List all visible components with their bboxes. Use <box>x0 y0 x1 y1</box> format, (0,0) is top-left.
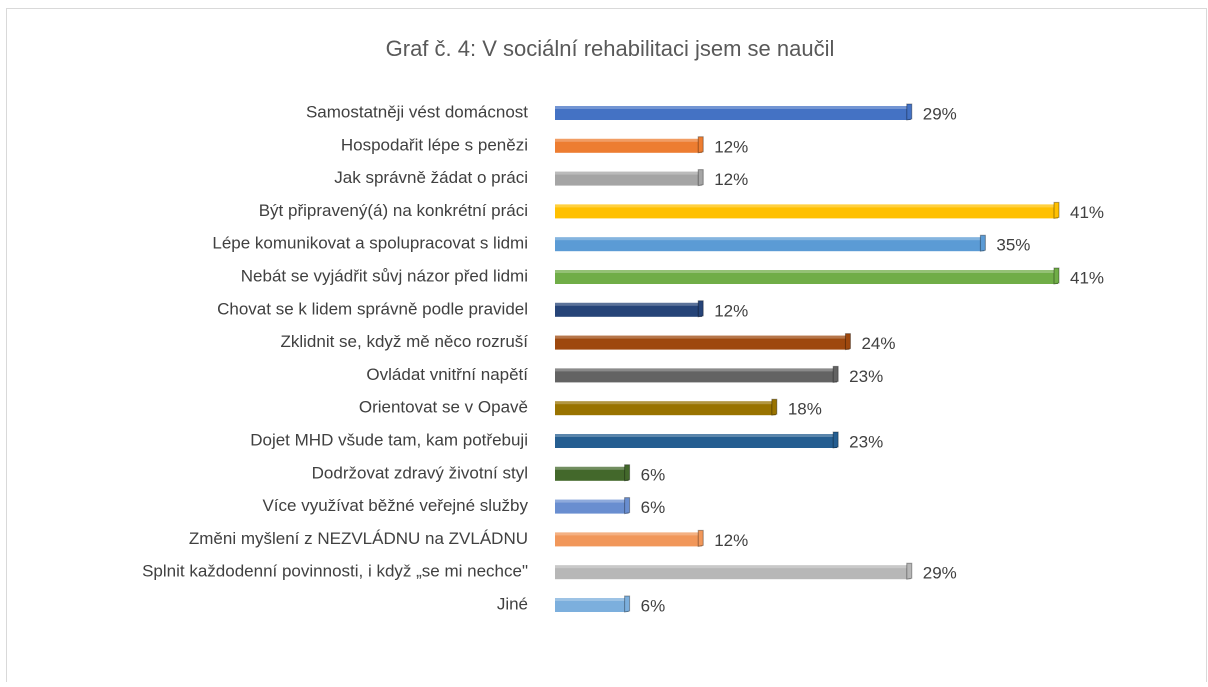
bar-highlight <box>555 401 776 405</box>
data-label: 12% <box>714 531 748 550</box>
bar-highlight <box>555 237 985 241</box>
bar-highlight <box>555 171 703 175</box>
bar <box>555 368 838 383</box>
bar-highlight <box>555 368 838 372</box>
bar-highlight <box>555 466 629 470</box>
bar <box>555 335 850 350</box>
category-label: Orientovat se v Opavě <box>359 398 528 417</box>
bar-highlight <box>555 270 1058 273</box>
category-label: Dojet MHD všude tam, kam potřebuji <box>250 430 528 449</box>
data-label: 41% <box>1070 268 1104 287</box>
bar <box>555 565 911 580</box>
bar-end-cap <box>697 169 704 187</box>
bar <box>555 499 629 514</box>
bar-end-cap <box>697 136 704 154</box>
bar-highlight <box>555 138 703 142</box>
data-label: 6% <box>641 498 666 517</box>
bar-highlight <box>555 204 1058 208</box>
bar-end-cap <box>697 300 704 318</box>
category-label: Ovládat vnitřní napětí <box>366 365 528 384</box>
category-label: Dodržovat zdravý životní styl <box>312 463 528 482</box>
bar <box>555 138 703 153</box>
data-label: 41% <box>1070 203 1104 222</box>
bar <box>555 106 911 120</box>
bar-highlight <box>555 598 629 601</box>
chart-title: Graf č. 4: V sociální rehabilitaci jsem … <box>386 36 835 61</box>
data-label: 12% <box>714 301 748 320</box>
bar-highlight <box>555 532 703 536</box>
category-label: Změni myšlení z NEZVLÁDNU na ZVLÁDNU <box>189 529 528 548</box>
category-label: Jak správně žádat o práci <box>334 168 528 187</box>
category-label: Hospodařit lépe s penězi <box>341 135 528 154</box>
bar-end-cap <box>697 529 704 548</box>
bar-end-cap <box>1053 267 1060 285</box>
data-label: 29% <box>923 564 957 583</box>
data-label: 12% <box>714 137 748 156</box>
bar-end-cap <box>1053 201 1060 220</box>
data-label: 29% <box>923 104 957 123</box>
bar <box>555 434 838 448</box>
bar <box>555 401 776 416</box>
bar-end-cap <box>844 333 851 351</box>
category-label: Chovat se k lidem správně podle pravidel <box>217 299 528 318</box>
data-label: 35% <box>996 236 1030 255</box>
bar-end-cap <box>906 562 913 580</box>
bar-highlight <box>555 106 911 109</box>
bar <box>555 204 1058 219</box>
bar-end-cap <box>624 464 631 482</box>
bar <box>555 466 629 481</box>
bar <box>555 302 703 317</box>
category-label: Samostatněji vést domácnost <box>306 102 528 121</box>
bar <box>555 598 629 612</box>
data-label: 18% <box>788 400 822 419</box>
bar-highlight <box>555 565 911 569</box>
data-label: 12% <box>714 170 748 189</box>
bar-end-cap <box>771 398 778 416</box>
bar-highlight <box>555 499 629 503</box>
bar <box>555 237 985 252</box>
category-label: Jiné <box>497 594 528 613</box>
category-label: Lépe komunikovat a spolupracovat s lidmi <box>212 234 528 253</box>
data-label: 23% <box>849 367 883 386</box>
data-label: 23% <box>849 432 883 451</box>
data-label: 24% <box>861 334 895 353</box>
bar <box>555 270 1058 284</box>
bar-end-cap <box>832 365 839 384</box>
bar-highlight <box>555 335 850 339</box>
data-label: 6% <box>641 465 666 484</box>
category-label: Být připravený(á) na konkrétní práci <box>259 201 528 220</box>
bar <box>555 532 703 547</box>
bar-end-cap <box>979 234 986 252</box>
category-label: Více využívat běžné veřejné služby <box>262 496 528 515</box>
bar-highlight <box>555 434 838 437</box>
data-label: 6% <box>641 596 666 615</box>
category-label: Nebát se vyjádřit sůvj názor před lidmi <box>241 266 528 285</box>
bar <box>555 171 703 186</box>
category-label: Splnit každodenní povinnosti, i když „se… <box>142 562 528 581</box>
bar-end-cap <box>624 497 631 515</box>
bar-end-cap <box>624 595 631 613</box>
bar-end-cap <box>832 431 839 449</box>
category-label: Zklidnit se, když mě něco rozruší <box>280 332 528 351</box>
bar-end-cap <box>906 103 913 121</box>
bar-highlight <box>555 302 703 306</box>
